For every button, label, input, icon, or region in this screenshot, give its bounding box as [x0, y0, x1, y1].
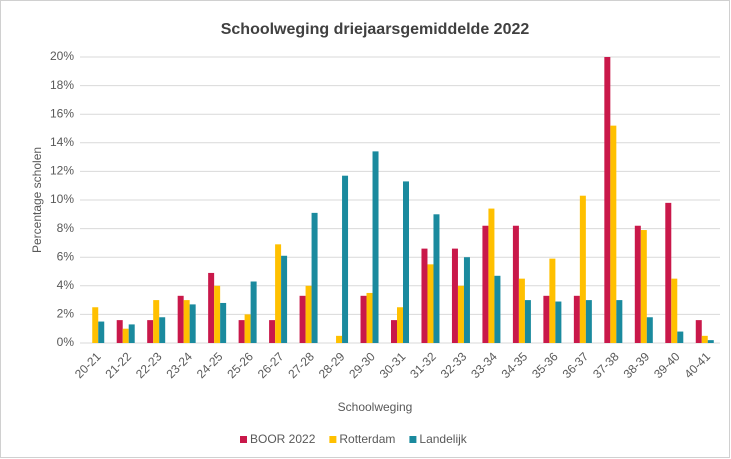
- y-tick-label: 20%: [50, 49, 74, 63]
- bar: [701, 335, 708, 343]
- bar: [671, 278, 678, 343]
- bar: [128, 324, 135, 343]
- bar: [512, 225, 519, 343]
- legend-label: Rotterdam: [339, 432, 395, 446]
- bar: [299, 295, 306, 343]
- y-tick-label: 8%: [57, 221, 75, 235]
- bar: [488, 208, 495, 343]
- y-tick-label: 18%: [50, 78, 74, 92]
- bar: [634, 225, 641, 343]
- bar: [250, 281, 257, 343]
- bar: [360, 295, 367, 343]
- bar: [189, 304, 196, 343]
- y-tick-label: 6%: [57, 249, 75, 263]
- bar: [494, 275, 501, 343]
- legend-label: Landelijk: [419, 432, 467, 446]
- bar: [695, 320, 702, 343]
- bar: [463, 257, 470, 343]
- y-axis-label: Percentage scholen: [30, 147, 44, 253]
- y-tick-label: 12%: [50, 164, 74, 178]
- bar: [305, 285, 312, 343]
- bar: [646, 317, 653, 343]
- bar: [153, 300, 160, 343]
- bar: [244, 314, 251, 343]
- bar: [98, 321, 105, 343]
- y-tick-label: 4%: [57, 278, 75, 292]
- bar: [585, 300, 592, 343]
- bar: [397, 307, 403, 343]
- bar: [220, 302, 227, 343]
- bar: [366, 292, 373, 343]
- bar: [92, 307, 99, 343]
- bar: [372, 151, 379, 343]
- bar: [269, 320, 276, 343]
- bar: [555, 301, 562, 343]
- bar: [579, 195, 586, 343]
- bar: [451, 248, 458, 343]
- bar: [665, 202, 672, 343]
- bar: [482, 225, 489, 343]
- bar: [543, 295, 550, 343]
- bar: [281, 255, 288, 343]
- bar: [122, 328, 129, 343]
- bar: [403, 181, 409, 343]
- bar: [214, 285, 221, 343]
- bar: [208, 272, 215, 343]
- y-tick-label: 14%: [50, 135, 74, 149]
- legend-swatch: [240, 436, 247, 443]
- x-axis-label: Schoolweging: [338, 400, 413, 414]
- bar: [342, 175, 349, 343]
- bar: [238, 320, 245, 343]
- bar: [177, 295, 184, 343]
- bar: [391, 320, 397, 343]
- bar: [147, 320, 154, 343]
- bar: [116, 320, 123, 343]
- bar: [573, 295, 580, 343]
- legend-swatch: [409, 436, 417, 443]
- bar: [524, 300, 531, 343]
- bar: [275, 244, 282, 343]
- y-tick-label: 10%: [50, 192, 74, 206]
- bar: [549, 258, 556, 343]
- y-tick-label: 2%: [57, 307, 75, 321]
- bar: [183, 300, 190, 343]
- bar: [433, 214, 440, 343]
- bar: [677, 331, 684, 343]
- bar: [616, 300, 623, 343]
- legend-swatch: [329, 436, 337, 443]
- bar: [311, 212, 318, 343]
- bar: [457, 285, 464, 343]
- bar: [336, 335, 343, 343]
- y-tick-label: 0%: [57, 335, 75, 349]
- y-tick-label: 16%: [50, 106, 74, 120]
- chart-title: Schoolweging driejaarsgemiddelde 2022: [221, 21, 530, 38]
- legend-label: BOOR 2022: [250, 432, 316, 446]
- bar: [159, 317, 166, 343]
- bar: [427, 264, 434, 343]
- bar: [518, 278, 525, 343]
- bar: [707, 340, 714, 343]
- bar: [421, 248, 428, 343]
- bar: [610, 125, 617, 343]
- bar: [604, 57, 611, 343]
- bar: [640, 230, 647, 343]
